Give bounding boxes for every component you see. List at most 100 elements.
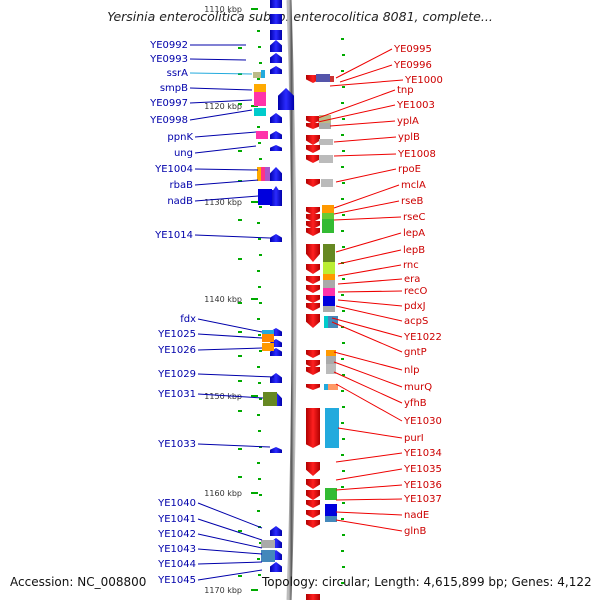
feature-annotation xyxy=(325,504,337,518)
gene-labels[interactable]: YE0992 YE0993 ssrA smpB YE0997 YE0998 ppnK ung Y… xyxy=(149,40,443,586)
reverse-gene-arrow xyxy=(306,135,320,145)
gene-label-acpS[interactable]: acpS xyxy=(404,316,428,327)
svg-text:yfhB: yfhB xyxy=(404,398,427,409)
gene-label-recO[interactable]: recO xyxy=(404,286,428,297)
gene-label-YE1030[interactable]: YE1030 xyxy=(403,416,442,427)
gene-label-purI[interactable]: purI xyxy=(404,433,424,444)
leader-line xyxy=(337,290,403,293)
gene-label-YE1044[interactable]: YE1044 xyxy=(157,559,196,570)
leader-line xyxy=(333,184,400,209)
gene-label-smpB[interactable]: smpB xyxy=(160,83,188,94)
gene-label-YE1034[interactable]: YE1034 xyxy=(403,448,442,459)
leader-line xyxy=(189,109,253,121)
kbp-label: 1120 kbp xyxy=(204,102,242,111)
gene-label-gntP[interactable]: gntP xyxy=(404,347,427,358)
leader-line xyxy=(329,120,396,127)
gene-label-YE1022[interactable]: YE1022 xyxy=(403,332,442,343)
spacer-dot-outer xyxy=(238,448,242,450)
feature-annotation xyxy=(258,189,272,205)
spacer-dot-right xyxy=(341,70,344,72)
spacer-dot-left xyxy=(257,222,260,224)
gene-label-fdx[interactable]: fdx xyxy=(180,314,196,325)
svg-text:smpB: smpB xyxy=(160,83,188,94)
spacer-dot-left xyxy=(257,78,260,80)
gene-label-nadB[interactable]: nadB xyxy=(167,196,193,207)
leader-line xyxy=(333,371,403,404)
feature-annotation xyxy=(323,280,335,288)
feature-annotation xyxy=(325,516,337,522)
reverse-gene-arrow xyxy=(306,207,320,215)
gene-label-YE1014[interactable]: YE1014 xyxy=(154,230,193,241)
feature-annotation xyxy=(325,488,337,500)
spacer-dot-outer xyxy=(238,302,242,304)
spacer-dot-left xyxy=(259,350,262,352)
gene-label-YE1042[interactable]: YE1042 xyxy=(157,529,196,540)
svg-text:YE1035: YE1035 xyxy=(403,464,442,475)
gene-label-YE1025[interactable]: YE1025 xyxy=(157,329,196,340)
leader-line xyxy=(194,168,259,171)
gene-label-YE1040[interactable]: YE1040 xyxy=(157,498,196,509)
feature-layer[interactable] xyxy=(253,0,339,600)
kbp-label: 1140 kbp xyxy=(204,295,242,304)
forward-gene xyxy=(270,0,282,8)
gene-label-YE0997[interactable]: YE0997 xyxy=(149,98,188,109)
spacer-dot-right xyxy=(342,150,345,152)
backbone-axis xyxy=(286,0,297,600)
gene-label-rnc[interactable]: rnc xyxy=(403,260,419,271)
reverse-gene-arrow xyxy=(306,510,320,518)
leader-line xyxy=(335,48,393,79)
gene-label-lepB[interactable]: lepB xyxy=(403,245,425,256)
gene-label-yfhB[interactable]: yfhB xyxy=(404,398,427,409)
gene-label-YE1037[interactable]: YE1037 xyxy=(403,494,442,505)
svg-text:YE1044: YE1044 xyxy=(157,559,196,570)
gene-label-ppnK[interactable]: ppnK xyxy=(167,132,193,143)
gene-label-YE0996[interactable]: YE0996 xyxy=(393,60,432,71)
gene-label-tnp[interactable]: tnp xyxy=(397,85,414,96)
gene-label-era[interactable]: era xyxy=(404,274,420,285)
gene-label-rseB[interactable]: rseB xyxy=(401,196,423,207)
spacer-dot-left xyxy=(257,510,260,512)
gene-label-YE1026[interactable]: YE1026 xyxy=(157,345,196,356)
gene-label-YE1003[interactable]: YE1003 xyxy=(396,100,435,111)
gene-label-YE1000[interactable]: YE1000 xyxy=(404,75,443,86)
gene-label-YE1036[interactable]: YE1036 xyxy=(403,480,442,491)
gene-label-YE1008[interactable]: YE1008 xyxy=(397,149,436,160)
spacer-dot-outer xyxy=(238,219,242,221)
gene-label-YE1041[interactable]: YE1041 xyxy=(157,514,196,525)
feature-annotation xyxy=(321,179,333,187)
reverse-gene-arrow xyxy=(306,440,320,448)
gene-label-YE1045[interactable]: YE1045 xyxy=(157,575,196,586)
gene-label-YE0998[interactable]: YE0998 xyxy=(149,115,188,126)
gene-label-YE1033[interactable]: YE1033 xyxy=(157,439,196,450)
gene-label-lepA[interactable]: lepA xyxy=(403,228,425,239)
gene-label-ung[interactable]: ung xyxy=(174,148,193,159)
gene-label-YE1029[interactable]: YE1029 xyxy=(157,369,196,380)
topology-text: Topology: circular; Length: 4,615,899 bp… xyxy=(262,575,592,589)
gene-label-YE0992[interactable]: YE0992 xyxy=(149,40,188,51)
feature-annotation xyxy=(254,108,266,116)
gene-label-rbaB[interactable]: rbaB xyxy=(170,180,194,191)
feature-annotation xyxy=(261,540,275,548)
gene-label-rpoE[interactable]: rpoE xyxy=(398,164,421,175)
gene-label-yplB[interactable]: yplB xyxy=(398,132,420,143)
svg-text:YE0998: YE0998 xyxy=(149,115,188,126)
gene-label-nadE[interactable]: nadE xyxy=(404,510,429,521)
gene-label-rseC[interactable]: rseC xyxy=(403,212,425,223)
gene-label-nlp[interactable]: nlp xyxy=(404,365,419,376)
gene-label-ssrA[interactable]: ssrA xyxy=(167,68,189,79)
gene-label-glnB[interactable]: glnB xyxy=(404,526,426,537)
gene-label-YE0993[interactable]: YE0993 xyxy=(149,54,188,65)
gene-label-YE0995[interactable]: YE0995 xyxy=(393,44,432,55)
gene-label-YE1035[interactable]: YE1035 xyxy=(403,464,442,475)
svg-text:recO: recO xyxy=(404,286,428,297)
gene-label-murQ[interactable]: murQ xyxy=(404,382,432,393)
spacer-dot-outer xyxy=(238,575,242,577)
gene-label-pdxJ[interactable]: pdxJ xyxy=(404,301,426,312)
gene-label-yplA[interactable]: yplA xyxy=(397,116,419,127)
gene-label-YE1031[interactable]: YE1031 xyxy=(157,389,196,400)
gene-label-YE1043[interactable]: YE1043 xyxy=(157,544,196,555)
svg-text:nadE: nadE xyxy=(404,510,429,521)
gene-label-YE1004[interactable]: YE1004 xyxy=(154,164,193,175)
gene-label-mclA[interactable]: mclA xyxy=(401,180,426,191)
